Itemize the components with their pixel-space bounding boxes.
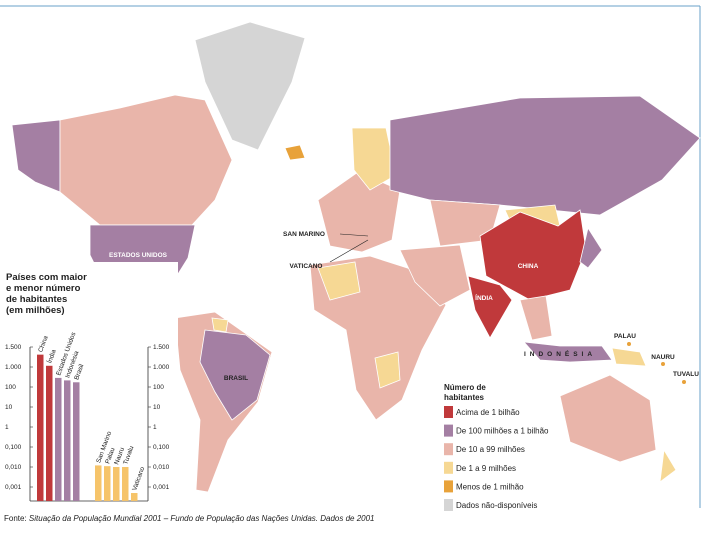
source-text: Situação da População Mundial 2001 – Fun… [29, 514, 375, 523]
pointer [329, 239, 369, 263]
source: Fonte: Situação da População Mundial 200… [4, 514, 375, 523]
legend-swatch [444, 480, 453, 493]
y-tick-label: 1.000 [5, 364, 22, 371]
bar [104, 466, 111, 501]
scandinavia [351, 127, 397, 191]
y-tick-label: 0,010 [153, 464, 170, 471]
legend-label: Dados não-disponíveis [456, 501, 537, 510]
country-label: TUVALU [673, 371, 699, 378]
legend-swatch [444, 499, 453, 511]
country-label: ÍNDIA [475, 293, 493, 302]
india [467, 275, 513, 339]
russia [389, 95, 701, 216]
southeast-asia [519, 295, 553, 341]
inset-chart: Países com maior e menor número de habit… [5, 272, 170, 502]
bar [95, 465, 102, 501]
chart-title: de habitantes [6, 294, 67, 305]
alaska [11, 119, 61, 193]
indonesia [523, 341, 613, 363]
sahel [317, 261, 361, 301]
world-map: ESTADOS UNIDOS BRASIL CHINA ÍNDIA INDONÉ… [11, 21, 701, 493]
bar [55, 377, 62, 501]
y-tick-label: 1.000 [153, 364, 170, 371]
legend-label: De 1 a 9 milhões [456, 464, 516, 473]
brazil [199, 329, 271, 421]
y-tick-label: 1.500 [153, 344, 170, 351]
bar [37, 354, 44, 501]
chart-title: (em milhões) [6, 305, 65, 316]
y-tick-label: 0,001 [5, 484, 22, 491]
legend-title: habitantes [444, 393, 485, 402]
country-label: INDONÉSIA [524, 349, 596, 358]
legend: Número de habitantes Acima de 1 bilhão De… [444, 383, 549, 511]
bar [46, 365, 53, 501]
australia [559, 374, 657, 463]
legend-swatch [444, 461, 453, 474]
iceland [284, 144, 306, 161]
bar [64, 380, 71, 501]
bar [113, 467, 120, 501]
legend-label: Acima de 1 bilhão [456, 408, 520, 417]
country-label: PALAU [614, 333, 636, 340]
legend-swatch [444, 443, 453, 456]
canada [59, 94, 233, 226]
legend-label: Menos de 1 milhão [456, 482, 524, 491]
y-tick-label: 100 [5, 384, 16, 391]
southern-africa [374, 351, 401, 389]
country-label: BRASIL [224, 375, 248, 382]
africa [309, 255, 447, 421]
tuvalu-dot [682, 380, 686, 384]
legend-swatch [444, 406, 453, 418]
legend-swatch [444, 424, 453, 437]
y-tick-label: 100 [153, 384, 164, 391]
bar [73, 382, 80, 501]
japan [579, 226, 603, 269]
y-tick-label: 1 [153, 424, 157, 431]
pointer [339, 233, 369, 237]
nauru-dot [661, 362, 665, 366]
y-tick-label: 1.500 [5, 344, 22, 351]
greenland [194, 21, 306, 151]
middle-east [399, 244, 471, 307]
country-label: VATICANO [290, 263, 323, 270]
chart-title: Países com maior [6, 272, 87, 283]
guianas [211, 317, 229, 333]
y-tick-label: 0,100 [153, 444, 170, 451]
country-label: CHINA [518, 263, 539, 270]
papua [611, 347, 647, 367]
y-tick-label: 10 [5, 404, 13, 411]
y-tick-label: 0,001 [153, 484, 170, 491]
palau-dot [627, 342, 631, 346]
y-tick-label: 0,100 [5, 444, 22, 451]
bar [131, 493, 138, 501]
legend-label: De 10 a 99 milhões [456, 445, 525, 454]
source-prefix: Fonte: [4, 514, 27, 523]
country-label: ESTADOS UNIDOS [109, 252, 168, 259]
country-label: SAN MARINO [283, 231, 325, 238]
bar [122, 467, 129, 501]
chart-title: e menor número [6, 283, 81, 294]
legend-title: Número de [444, 383, 486, 392]
new-zealand [659, 448, 677, 483]
y-tick-label: 0,010 [5, 464, 22, 471]
y-tick-label: 10 [153, 404, 161, 411]
legend-label: De 100 milhões a 1 bilhão [456, 427, 549, 436]
country-label: NAURU [651, 354, 675, 361]
y-tick-label: 1 [5, 424, 9, 431]
